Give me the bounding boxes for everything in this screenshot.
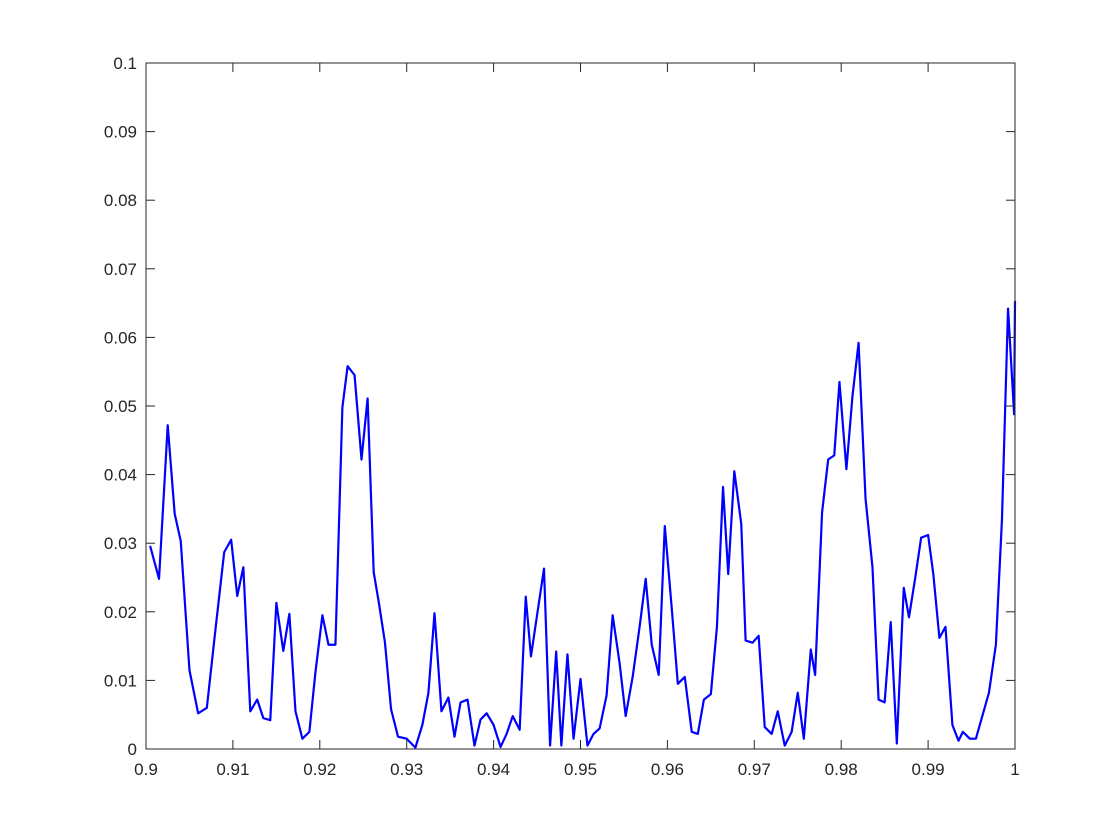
y-tick-label: 0.07 bbox=[104, 260, 137, 279]
x-tick-label: 0.92 bbox=[303, 760, 336, 779]
x-tick-label: 0.99 bbox=[912, 760, 945, 779]
x-tick-label: 0.93 bbox=[390, 760, 423, 779]
y-tick-label: 0.06 bbox=[104, 328, 137, 347]
series-layer bbox=[149, 300, 1017, 749]
y-tick-label: 0.09 bbox=[104, 123, 137, 142]
axes-layer: 0.9 0.91 0.92 0.93 0.94 0.95 0.96 0.97 0.98 0.99 1… bbox=[104, 54, 1020, 779]
y-tick-label: 0.05 bbox=[104, 397, 137, 416]
y-tick-label: 0 bbox=[128, 740, 137, 759]
x-tick-label: 0.91 bbox=[216, 760, 249, 779]
series-line-0 bbox=[149, 300, 1017, 749]
y-tick-label: 0.02 bbox=[104, 603, 137, 622]
x-tick-label: 0.96 bbox=[651, 760, 684, 779]
x-tick-label: 0.94 bbox=[477, 760, 510, 779]
y-tick-label: 0.04 bbox=[104, 466, 137, 485]
x-tick-label: 0.95 bbox=[564, 760, 597, 779]
x-tick-label: 1 bbox=[1010, 760, 1019, 779]
x-tick-label: 0.97 bbox=[738, 760, 771, 779]
y-tick-label: 0.03 bbox=[104, 534, 137, 553]
y-tick-label: 0.1 bbox=[113, 54, 137, 73]
x-tick-label: 0.98 bbox=[825, 760, 858, 779]
y-tick-label: 0.01 bbox=[104, 671, 137, 690]
x-tick-label: 0.9 bbox=[134, 760, 158, 779]
plot-background bbox=[146, 63, 1015, 749]
y-tick-label: 0.08 bbox=[104, 191, 137, 210]
